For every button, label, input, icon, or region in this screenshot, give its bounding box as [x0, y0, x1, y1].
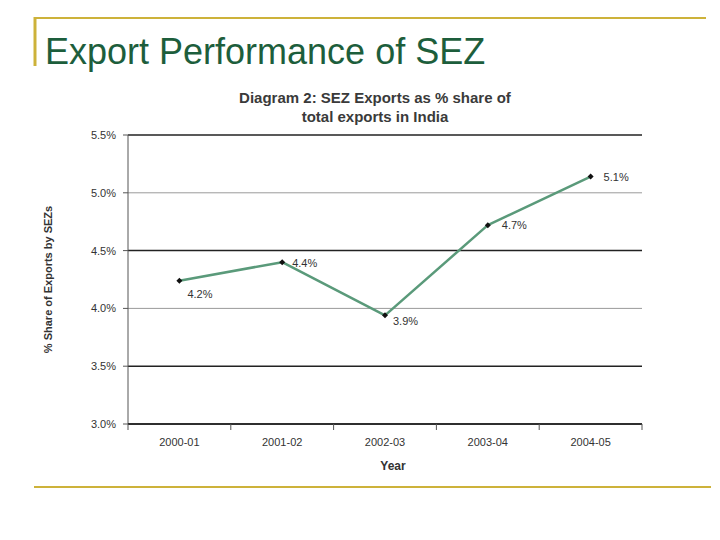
slide-title: Export Performance of SEZ [45, 31, 485, 72]
marker [382, 312, 388, 318]
x-tick-label: 2004-05 [570, 436, 610, 448]
x-tick-label: 2000-01 [159, 436, 199, 448]
y-tick-label: 5.5% [91, 129, 116, 141]
data-label: 5.1% [604, 171, 629, 183]
y-axis [128, 135, 129, 424]
y-tick-label: 4.0% [91, 302, 116, 314]
y-tick-label: 5.0% [91, 187, 116, 199]
x-tick [642, 424, 643, 430]
x-axis [128, 423, 642, 425]
slide: Export Performance of SEZ Diagram 2: SEZ … [0, 0, 720, 540]
plot-marks [176, 174, 593, 319]
grid-line [128, 250, 642, 252]
data-label: 4.2% [187, 288, 212, 300]
data-label: 3.9% [393, 315, 418, 327]
y-tick [123, 250, 128, 251]
y-tick [123, 135, 128, 136]
x-tick [539, 424, 540, 430]
y-tick-label: 3.0% [91, 418, 116, 430]
y-tick [123, 366, 128, 367]
data-label: 4.7% [502, 219, 527, 231]
top-rule [34, 17, 706, 19]
y-tick [123, 192, 128, 193]
x-tick [230, 424, 231, 430]
bottom-rule [34, 486, 711, 488]
marker [485, 222, 491, 228]
grid-line [128, 134, 642, 136]
y-tick-label: 4.5% [91, 245, 116, 257]
y-tick [123, 308, 128, 309]
y-axis-label: % Share of Exports by SEZs [42, 206, 54, 353]
grid-line [128, 192, 642, 193]
left-bar [34, 17, 37, 66]
x-tick [128, 424, 129, 430]
x-axis-label: Year [380, 459, 406, 473]
x-tick [436, 424, 437, 430]
data-label: 4.4% [292, 257, 317, 269]
x-tick-label: 2001-02 [262, 436, 302, 448]
grid-line [128, 365, 642, 367]
chart-title-line: Diagram 2: SEZ Exports as % share of [239, 89, 512, 106]
marker [279, 259, 285, 265]
series-line [179, 177, 590, 316]
y-tick-label: 3.5% [91, 360, 116, 372]
y-tick [123, 424, 128, 425]
grid-line [128, 423, 642, 425]
chart-title: Diagram 2: SEZ Exports as % share of tota… [239, 89, 512, 125]
x-tick-label: 2002-03 [365, 436, 405, 448]
x-tick-label: 2003-04 [468, 436, 508, 448]
marker [588, 174, 594, 180]
marker [176, 278, 182, 284]
x-tick [333, 424, 334, 430]
chart-title-line: total exports in India [302, 108, 449, 125]
grid-line [128, 308, 642, 309]
